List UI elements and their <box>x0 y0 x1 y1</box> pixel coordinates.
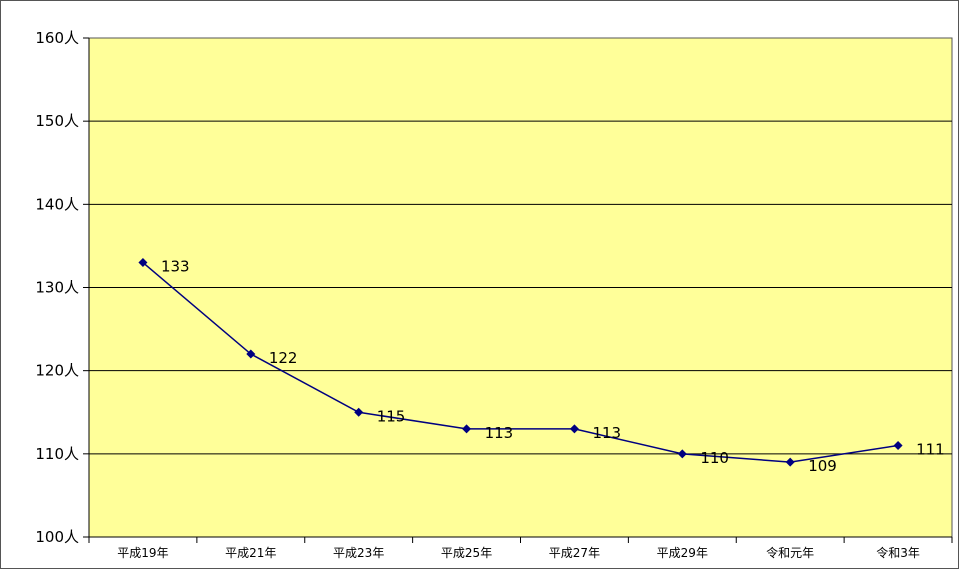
data-label: 133 <box>161 258 190 276</box>
data-point-marker <box>246 349 256 359</box>
data-label: 115 <box>377 407 406 425</box>
data-point-marker <box>462 424 472 434</box>
data-points <box>138 258 903 467</box>
y-tick-label: 140人 <box>35 195 79 213</box>
series-line <box>142 261 899 463</box>
data-point-marker <box>569 424 579 434</box>
data-label: 113 <box>485 424 514 442</box>
gridlines <box>83 37 952 538</box>
y-tick-label: 100人 <box>35 528 79 546</box>
data-labels: 133 122 115 113 113 110 109 111 <box>161 258 945 476</box>
x-tick-label: 令和3年 <box>876 545 920 560</box>
y-axis-labels: 160人 150人 140人 130人 120人 110人 100人 <box>35 29 79 546</box>
data-label: 122 <box>269 349 298 367</box>
data-point-marker <box>785 457 795 467</box>
data-point-marker <box>893 441 903 451</box>
y-tick-label: 120人 <box>35 362 79 380</box>
x-tick-label: 令和元年 <box>766 545 814 560</box>
y-tick-label: 130人 <box>35 279 79 297</box>
x-tick-label: 平成25年 <box>441 546 492 560</box>
data-label: 113 <box>592 424 621 442</box>
data-point-marker <box>354 407 364 417</box>
x-axis-labels: 平成19年 平成21年 平成23年 平成25年 平成27年 平成29年 令和元年 令和3年 <box>117 545 920 560</box>
y-tick-label: 110人 <box>35 445 79 463</box>
y-tick-label: 150人 <box>35 112 79 130</box>
data-label: 110 <box>700 449 729 467</box>
data-point-marker <box>677 449 687 459</box>
x-axis <box>88 38 953 543</box>
data-point-marker <box>138 258 148 268</box>
x-tick-label: 平成21年 <box>225 546 276 560</box>
x-tick-label: 平成19年 <box>117 546 168 560</box>
data-label: 109 <box>808 457 837 475</box>
x-tick-label: 平成23年 <box>333 546 384 560</box>
x-tick-label: 平成29年 <box>657 546 708 560</box>
data-label: 111 <box>916 441 945 459</box>
y-tick-label: 160人 <box>35 29 79 47</box>
x-tick-label: 平成27年 <box>549 546 600 560</box>
